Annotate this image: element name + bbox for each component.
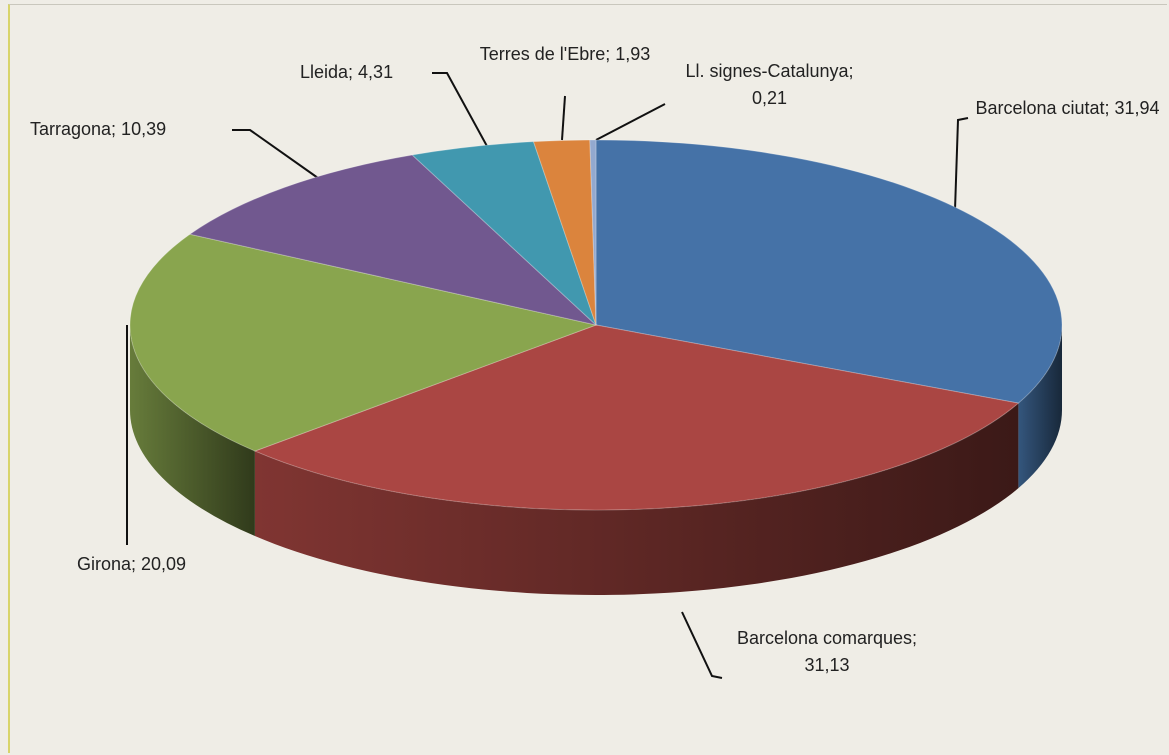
slice: [188, 154, 598, 326]
slice: [589, 139, 597, 326]
slice-side: [254, 403, 1019, 595]
data-label: Terres de l'Ebre; 1,93: [479, 44, 651, 64]
leader-line: [595, 103, 666, 141]
leader-line: [561, 95, 566, 141]
slice-tops: [129, 139, 1063, 511]
slice-side: [1018, 325, 1062, 489]
leader-line: [432, 72, 489, 149]
data-label: Ll. signes-Catalunya; 0,21: [685, 61, 854, 108]
data-label: Barcelona ciutat; 31,94: [975, 98, 1160, 118]
slice-side: [130, 325, 255, 537]
data-label: Tarragona; 10,39: [30, 119, 167, 139]
slice-sides: [130, 325, 1062, 595]
data-label: Girona; 20,09: [77, 554, 187, 574]
leaders: [126, 72, 969, 679]
slice: [411, 141, 597, 326]
slice: [595, 139, 1063, 404]
leader-line: [232, 129, 319, 179]
leader-line: [954, 117, 969, 211]
data-label: Lleida; 4,31: [300, 62, 394, 82]
slice: [532, 139, 597, 326]
data-label: Barcelona comarques; 31,13: [736, 628, 918, 675]
slice: [129, 233, 598, 452]
leader-line: [681, 611, 723, 679]
chart-frame: [8, 4, 1167, 753]
slice: [253, 324, 1020, 511]
